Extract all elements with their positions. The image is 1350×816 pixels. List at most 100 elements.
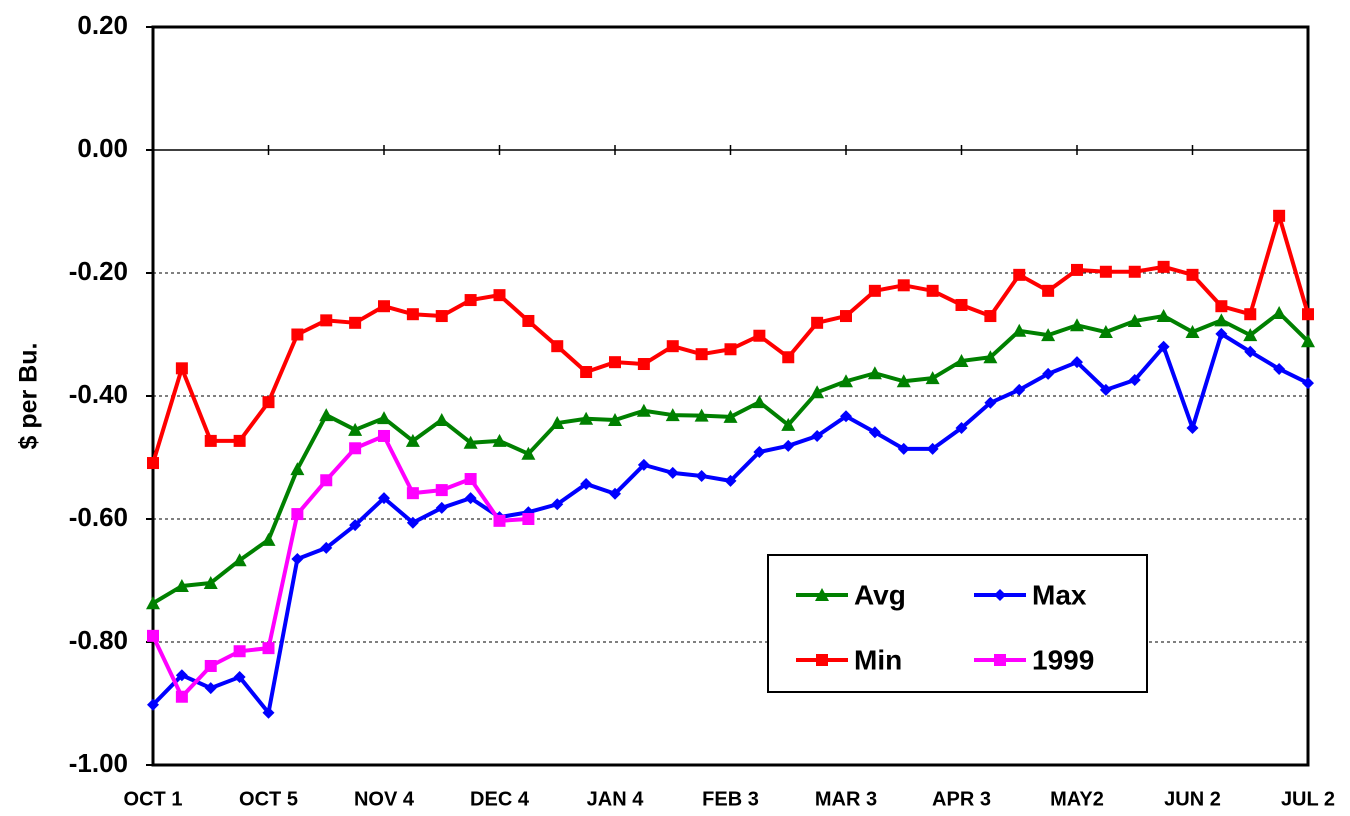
marker	[810, 385, 825, 399]
marker	[175, 690, 188, 703]
plot-border	[151, 25, 1310, 767]
legend-marker	[815, 588, 829, 601]
marker	[925, 371, 940, 385]
marker	[492, 433, 507, 447]
marker	[1301, 334, 1315, 348]
marker	[1215, 327, 1228, 340]
marker	[1012, 323, 1027, 337]
marker	[551, 498, 564, 511]
marker	[1185, 325, 1200, 339]
marker	[723, 409, 738, 423]
marker	[290, 462, 305, 476]
marker	[954, 353, 969, 367]
marker	[550, 416, 565, 430]
marker	[1157, 340, 1170, 353]
marker	[522, 513, 535, 525]
marker	[203, 575, 218, 589]
marker	[378, 492, 390, 505]
marker	[926, 442, 939, 455]
marker	[926, 284, 939, 297]
marker	[405, 433, 420, 447]
marker	[955, 421, 968, 434]
y-tick-label: -0.40	[69, 379, 128, 409]
marker	[175, 669, 188, 682]
marker	[262, 706, 275, 719]
marker	[1070, 318, 1084, 332]
legend-marker	[994, 589, 1006, 601]
marker	[840, 310, 852, 323]
marker	[464, 473, 477, 486]
marker	[320, 474, 333, 487]
x-tick-label: FEB 3	[702, 788, 759, 810]
marker	[897, 442, 910, 455]
marker	[1302, 377, 1314, 390]
x-tick-label: MAY2	[1050, 788, 1104, 810]
marker	[637, 458, 650, 471]
legend-label: Max	[1032, 579, 1087, 610]
legend-label: 1999	[1032, 644, 1094, 675]
marker	[868, 284, 881, 297]
marker	[147, 698, 159, 711]
marker	[406, 487, 419, 500]
legend-box	[767, 554, 1148, 693]
marker	[320, 541, 333, 554]
marker	[1042, 284, 1055, 297]
marker	[147, 457, 159, 470]
marker	[349, 442, 362, 455]
marker	[1273, 362, 1286, 375]
marker	[868, 426, 881, 439]
marker	[232, 553, 247, 567]
marker	[753, 445, 766, 458]
marker	[666, 340, 679, 353]
marker	[1127, 313, 1142, 327]
x-tick-label: JUN 2	[1164, 788, 1221, 810]
x-tick-label: JUL 2	[1281, 788, 1335, 810]
marker	[609, 487, 621, 500]
marker	[1273, 209, 1286, 222]
marker	[579, 411, 594, 425]
marker	[984, 396, 997, 409]
marker	[434, 412, 449, 426]
marker	[378, 300, 390, 313]
marker	[1215, 300, 1228, 313]
marker	[840, 410, 852, 423]
marker	[175, 362, 188, 375]
y-tick-label: 0.20	[77, 10, 128, 40]
marker	[811, 429, 824, 442]
marker	[1244, 308, 1257, 321]
marker	[752, 395, 767, 409]
marker	[897, 279, 910, 292]
marker	[204, 434, 217, 447]
marker	[636, 403, 651, 417]
marker	[724, 343, 737, 356]
marker	[1041, 328, 1056, 342]
marker	[174, 579, 189, 593]
marker	[435, 484, 448, 497]
marker	[637, 358, 650, 371]
marker	[665, 408, 680, 422]
marker	[666, 466, 679, 479]
marker	[811, 316, 824, 329]
marker	[406, 308, 419, 321]
marker	[262, 396, 275, 409]
marker	[233, 434, 246, 447]
marker	[695, 469, 708, 482]
marker	[1156, 309, 1171, 323]
marker	[551, 340, 564, 353]
marker	[896, 374, 911, 388]
marker	[493, 289, 506, 302]
marker	[694, 408, 709, 422]
x-tick-label: MAR 3	[815, 788, 877, 810]
marker	[1186, 421, 1199, 434]
marker	[608, 412, 622, 426]
marker	[1099, 265, 1112, 278]
marker	[435, 310, 448, 323]
marker	[146, 596, 160, 610]
marker	[261, 532, 276, 546]
marker	[1128, 374, 1141, 387]
series-line	[151, 213, 1310, 464]
marker	[1071, 263, 1083, 276]
marker	[1214, 313, 1229, 327]
marker	[724, 474, 737, 487]
marker	[782, 351, 795, 364]
